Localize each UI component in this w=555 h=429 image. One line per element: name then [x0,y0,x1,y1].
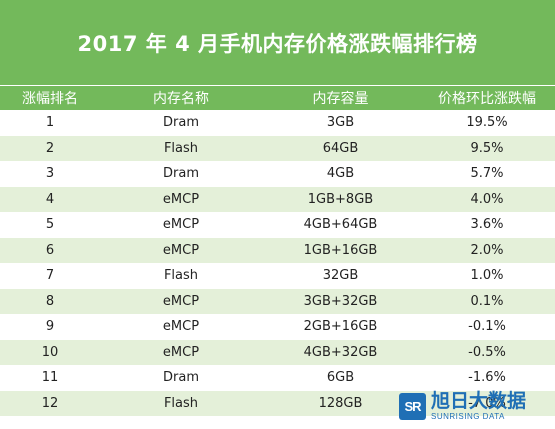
cell-price-change: 9.5% [419,135,555,161]
table-row: 10 eMCP 4GB+32GB -0.5% [0,339,555,365]
cell-memory-name: Dram [100,110,262,136]
logo-name-cn: 旭日大数据 [431,389,527,412]
table-header-row: 涨幅排名 内存名称 内存容量 价格环比涨跌幅 [0,85,555,110]
cell-rank: 3 [0,161,100,187]
cell-memory-name: Dram [100,161,262,187]
cell-rank: 6 [0,237,100,263]
table-row: 4 eMCP 1GB+8GB 4.0% [0,186,555,212]
cell-memory-name: Dram [100,365,262,391]
table-body: 1 Dram 3GB 19.5% 2 Flash 64GB 9.5% 3 Dram 4GB 5.7% 4… [0,110,555,416]
table-row: 8 eMCP 3GB+32GB 0.1% [0,288,555,314]
cell-memory-capacity: 3GB+32GB [262,288,419,314]
table-row: 5 eMCP 4GB+64GB 3.6% [0,212,555,238]
cell-price-change: 1.0% [419,263,555,289]
cell-memory-capacity: 1GB+8GB [262,186,419,212]
cell-price-change: 4.0% [419,186,555,212]
cell-rank: 4 [0,186,100,212]
cell-rank: 8 [0,288,100,314]
cell-rank: 1 [0,110,100,136]
cell-memory-name: eMCP [100,212,262,238]
table-row: 12 Flash 128GB -7.0% [0,390,555,416]
table-row: 3 Dram 4GB 5.7% [0,161,555,187]
cell-price-change: -0.1% [419,314,555,340]
cell-memory-capacity: 64GB [262,135,419,161]
cell-memory-name: Flash [100,135,262,161]
cell-rank: 2 [0,135,100,161]
cell-memory-capacity: 3GB [262,110,419,136]
page-title: 2017 年 4 月手机内存价格涨跌幅排行榜 [77,31,478,56]
cell-memory-name: eMCP [100,314,262,340]
cell-price-change: 3.6% [419,212,555,238]
table-row: 1 Dram 3GB 19.5% [0,110,555,136]
cell-rank: 10 [0,339,100,365]
sunrising-logo-icon: SR [399,392,426,420]
cell-memory-capacity: 1GB+16GB [262,237,419,263]
cell-memory-name: eMCP [100,339,262,365]
cell-price-change: -0.5% [419,339,555,365]
table-row: 11 Dram 6GB -1.6% [0,365,555,391]
cell-memory-capacity: 4GB+64GB [262,212,419,238]
cell-rank: 5 [0,212,100,238]
table-row: 7 Flash 32GB 1.0% [0,263,555,289]
logo-text: 旭日大数据 SUNRISING DATA [431,389,527,421]
watermark-logo: SR 旭日大数据 SUNRISING DATA [399,384,555,428]
table-row: 9 eMCP 2GB+16GB -0.1% [0,314,555,340]
cell-rank: 9 [0,314,100,340]
cell-memory-name: eMCP [100,237,262,263]
logo-name-en: SUNRISING DATA [431,411,505,421]
cell-memory-capacity: 4GB+32GB [262,339,419,365]
header-rank: 涨幅排名 [0,85,100,110]
header-price-change: 价格环比涨跌幅 [419,85,555,110]
cell-memory-name: eMCP [100,186,262,212]
cell-memory-capacity: 6GB [262,365,419,391]
cell-memory-capacity: 128GB [262,390,419,416]
cell-rank: 11 [0,365,100,391]
cell-memory-name: Flash [100,390,262,416]
header-memory-capacity: 内存容量 [262,85,419,110]
cell-memory-capacity: 32GB [262,263,419,289]
cell-memory-name: Flash [100,263,262,289]
cell-price-change: -7.0% [419,390,555,416]
title-bar: 2017 年 4 月手机内存价格涨跌幅排行榜 [0,0,555,85]
cell-memory-capacity: 4GB [262,161,419,187]
table-row: 2 Flash 64GB 9.5% [0,135,555,161]
cell-price-change: 0.1% [419,288,555,314]
cell-rank: 7 [0,263,100,289]
cell-memory-capacity: 2GB+16GB [262,314,419,340]
header-memory-name: 内存名称 [100,85,262,110]
cell-price-change: 19.5% [419,110,555,136]
cell-price-change: 5.7% [419,161,555,187]
ranking-table: 涨幅排名 内存名称 内存容量 价格环比涨跌幅 1 Dram 3GB 19.5% 2 Fla… [0,85,555,416]
cell-rank: 12 [0,390,100,416]
cell-price-change: 2.0% [419,237,555,263]
cell-price-change: -1.6% [419,365,555,391]
cell-memory-name: eMCP [100,288,262,314]
table-row: 6 eMCP 1GB+16GB 2.0% [0,237,555,263]
